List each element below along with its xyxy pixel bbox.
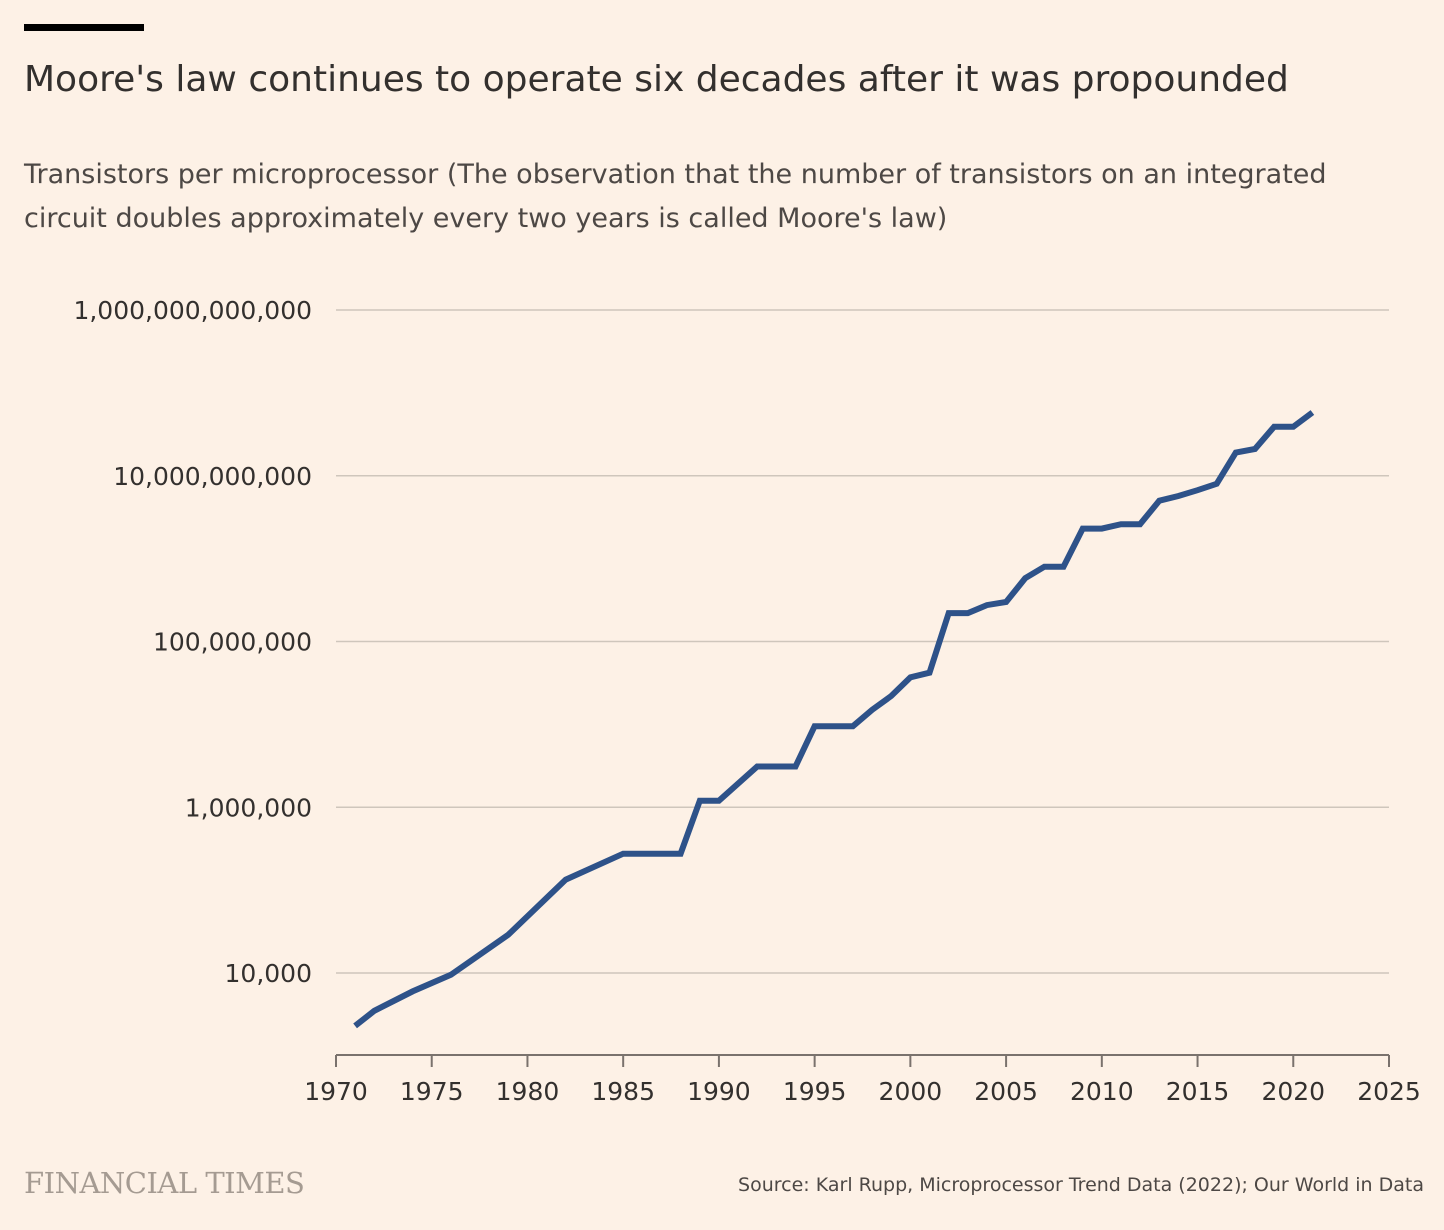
y-axis-tick-labels: 10,000 1,000,000 100,000,000 10,000,000,000… (73, 296, 312, 988)
header-rule (24, 24, 144, 31)
x-tick-label: 2020 (1261, 1077, 1325, 1106)
x-tick-label: 1970 (304, 1077, 368, 1106)
transistor-count-line (353, 410, 1315, 1029)
y-tick-label: 1,000,000 (185, 793, 312, 822)
x-axis: 1970 1975 1980 1985 1990 1995 2000 2005 2010 2015… (304, 1054, 1421, 1106)
x-tick-label: 2000 (879, 1077, 943, 1106)
source-note: Source: Karl Rupp, Microprocessor Trend … (738, 1174, 1424, 1196)
chart-title: Moore's law continues to operate six dec… (24, 59, 1289, 100)
y-tick-label: 100,000,000 (153, 628, 312, 657)
gridlines (336, 309, 1389, 974)
x-tick-label: 2015 (1166, 1077, 1230, 1106)
x-tick-label: 2005 (974, 1077, 1038, 1106)
x-tick-label: 1980 (496, 1077, 560, 1106)
x-tick-label: 1975 (400, 1077, 464, 1106)
x-tick-label: 1995 (783, 1077, 847, 1106)
y-tick-label: 1,000,000,000,000 (73, 296, 312, 325)
x-tick-label: 2025 (1357, 1077, 1421, 1106)
x-tick-label: 1985 (591, 1077, 655, 1106)
ft-logo: FINANCIAL TIMES (24, 1166, 305, 1200)
y-tick-label: 10,000,000,000 (113, 462, 312, 491)
chart-subtitle: Transistors per microprocessor (The obse… (24, 159, 1327, 234)
series-layer (353, 410, 1315, 1029)
x-tick-label: 1990 (687, 1077, 751, 1106)
x-tick-label: 2010 (1070, 1077, 1134, 1106)
y-tick-label: 10,000 (225, 959, 312, 988)
